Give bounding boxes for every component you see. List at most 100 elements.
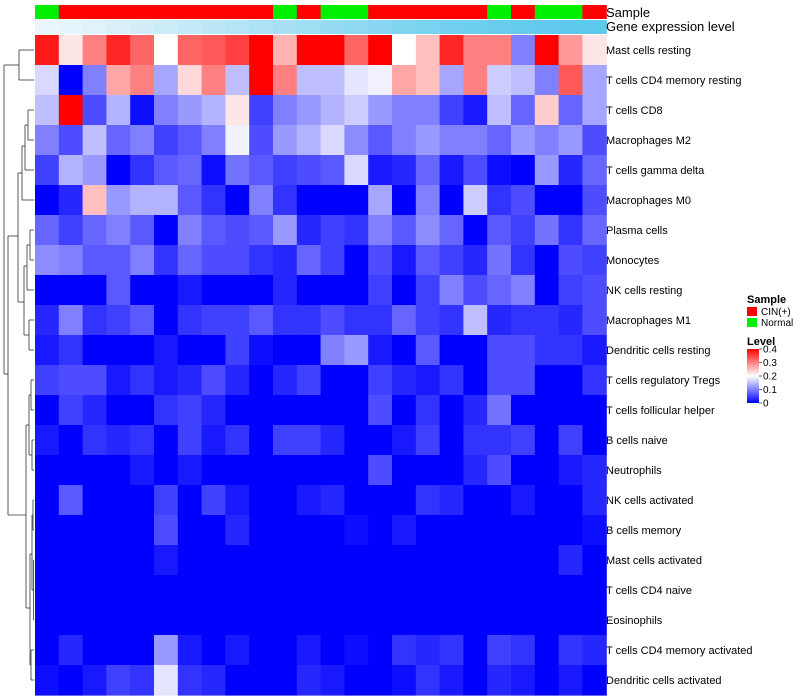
sample-annotation-cell	[82, 5, 107, 19]
heatmap-cell	[82, 575, 107, 606]
heatmap-cell	[82, 65, 107, 96]
heatmap-cell	[177, 515, 203, 546]
row-label: Macrophages M1	[606, 315, 691, 327]
legend-sample-title: Sample	[747, 294, 786, 306]
row-label: T cells follicular helper	[606, 405, 715, 417]
gene-expression-annotation-cell	[534, 20, 560, 34]
heatmap-cell	[154, 335, 179, 366]
heatmap-cell	[320, 305, 345, 336]
heatmap-cell	[463, 215, 488, 246]
heatmap-cell	[392, 605, 417, 636]
heatmap-cell	[344, 275, 369, 306]
gene-expression-annotation-cell	[439, 20, 464, 34]
heatmap-cell	[320, 35, 345, 66]
heatmap-cell	[296, 335, 322, 366]
heatmap-cell	[225, 35, 250, 66]
heatmap-cell	[534, 335, 560, 366]
legend-level-title: Level	[747, 336, 775, 348]
heatmap-cell	[225, 545, 250, 576]
heatmap-cell	[35, 635, 60, 666]
heatmap-cell	[344, 395, 369, 426]
heatmap-cell	[582, 545, 607, 576]
heatmap-cell	[344, 665, 369, 696]
heatmap-cell	[368, 305, 393, 336]
gene-expression-annotation-cell	[463, 20, 488, 34]
heatmap-cell	[558, 575, 583, 606]
heatmap-cell	[463, 425, 488, 456]
heatmap-cell	[344, 95, 369, 126]
heatmap-cell	[344, 65, 369, 96]
heatmap-cell	[415, 35, 441, 66]
column-annotations	[35, 5, 607, 34]
heatmap-cell	[582, 335, 607, 366]
heatmap-cell	[154, 35, 179, 66]
heatmap-cell	[582, 185, 607, 216]
heatmap-cell	[368, 575, 393, 606]
gene-expression-annotation-cell	[368, 20, 393, 34]
heatmap-cell	[534, 365, 560, 396]
legend-ticks: 0.4 0.3 0.2 0.1 0	[759, 345, 777, 410]
heatmap-cell	[320, 425, 345, 456]
heatmap-cell	[201, 395, 226, 426]
heatmap-cell	[249, 185, 274, 216]
heatmap-cell	[415, 485, 441, 516]
heatmap-cell	[296, 545, 322, 576]
gene-expression-annotation-cell	[82, 20, 107, 34]
heatmap-cell	[415, 65, 441, 96]
row-label: Macrophages M0	[606, 195, 691, 207]
heatmap-cell	[392, 335, 417, 366]
sample-annotation-cell	[58, 5, 84, 19]
heatmap-cell	[106, 185, 131, 216]
gene-expression-annotation-cell	[487, 20, 512, 34]
heatmap-cell	[58, 245, 84, 276]
heatmap-cell	[273, 515, 298, 546]
sample-annotation-label: Sample	[606, 5, 650, 20]
row-label: Mast cells activated	[606, 555, 702, 567]
heatmap-cell	[487, 185, 512, 216]
heatmap-cell	[35, 215, 60, 246]
heatmap-cell	[249, 125, 274, 156]
heatmap-cell	[344, 635, 369, 666]
heatmap-cell	[249, 95, 274, 126]
heatmap-cell	[154, 245, 179, 276]
heatmap-cell	[511, 665, 536, 696]
heatmap-cell	[320, 275, 345, 306]
heatmap-cell	[439, 335, 464, 366]
heatmap-cell	[249, 575, 274, 606]
row-label: T cells gamma delta	[606, 165, 705, 177]
heatmap-cell	[35, 425, 60, 456]
gene-expression-annotation-cell	[201, 20, 226, 34]
heatmap-cell	[582, 425, 607, 456]
heatmap-cell	[582, 515, 607, 546]
gene-expression-annotation-cell	[273, 20, 298, 34]
heatmap-cell	[154, 545, 179, 576]
heatmap-cell	[58, 665, 84, 696]
heatmap-cell	[439, 245, 464, 276]
heatmap-cell	[368, 95, 393, 126]
heatmap-cell	[296, 125, 322, 156]
heatmap-cell	[58, 455, 84, 486]
heatmap-cell	[392, 95, 417, 126]
heatmap-cell	[368, 155, 393, 186]
heatmap-cell	[130, 515, 155, 546]
heatmap-cell	[320, 395, 345, 426]
heatmap-cell	[415, 515, 441, 546]
heatmap-cell	[201, 605, 226, 636]
heatmap-cell	[130, 365, 155, 396]
heatmap-cell	[487, 455, 512, 486]
heatmap-cell	[82, 335, 107, 366]
heatmap-cell	[82, 605, 107, 636]
heatmap-cell	[439, 455, 464, 486]
heatmap-cell	[558, 425, 583, 456]
heatmap-cell	[582, 575, 607, 606]
row-label: T cells CD4 memory resting	[606, 75, 742, 87]
legend-tick-label: 0.4	[763, 345, 777, 356]
row-label: NK cells activated	[606, 495, 693, 507]
heatmap-cell	[201, 545, 226, 576]
heatmap-cell	[225, 515, 250, 546]
heatmap-cell	[154, 185, 179, 216]
heatmap-cell	[249, 245, 274, 276]
heatmap-cell	[35, 275, 60, 306]
heatmap-cell	[130, 35, 155, 66]
heatmap-cell	[296, 365, 322, 396]
